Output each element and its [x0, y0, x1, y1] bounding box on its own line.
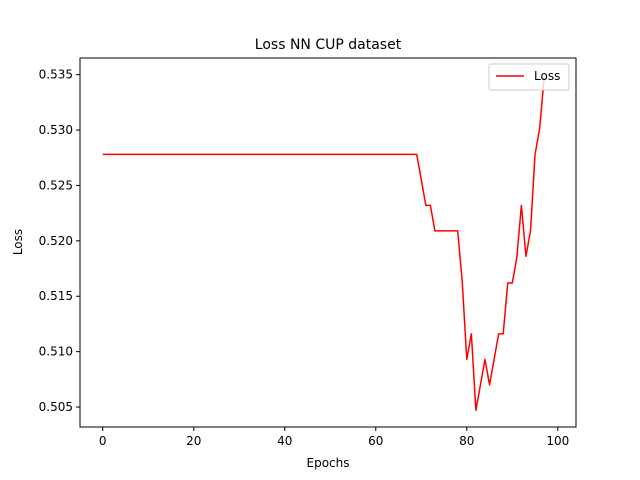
- loss-series-line: [102, 77, 545, 412]
- chart-title: Loss NN CUP dataset: [255, 37, 402, 53]
- y-tick-label: 0.520: [39, 234, 73, 248]
- legend-label: Loss: [534, 69, 560, 83]
- plot-frame: [79, 57, 577, 428]
- y-tick-label: 0.530: [39, 123, 73, 137]
- x-tick-label: 100: [546, 434, 569, 448]
- x-tick-label: 80: [459, 434, 474, 448]
- y-axis: 0.505 0.510 0.515 0.520 0.525 0.530 0.535: [39, 68, 80, 414]
- legend-box: [488, 63, 570, 91]
- x-axis-label: Epochs: [307, 456, 350, 470]
- x-tick-label: 40: [277, 434, 292, 448]
- y-axis-label: Loss: [11, 229, 25, 255]
- legend: Loss: [488, 63, 570, 91]
- y-tick-label: 0.505: [39, 400, 73, 414]
- x-tick-label: 0: [99, 434, 107, 448]
- x-tick-label: 60: [368, 434, 383, 448]
- x-tick-label: 20: [186, 434, 201, 448]
- y-tick-label: 0.525: [39, 178, 73, 192]
- y-tick-label: 0.515: [39, 289, 73, 303]
- plot-content: [102, 77, 545, 412]
- y-tick-label: 0.535: [39, 68, 73, 82]
- y-tick-label: 0.510: [39, 345, 73, 359]
- x-axis: 0 20 40 60 80 100: [99, 427, 569, 448]
